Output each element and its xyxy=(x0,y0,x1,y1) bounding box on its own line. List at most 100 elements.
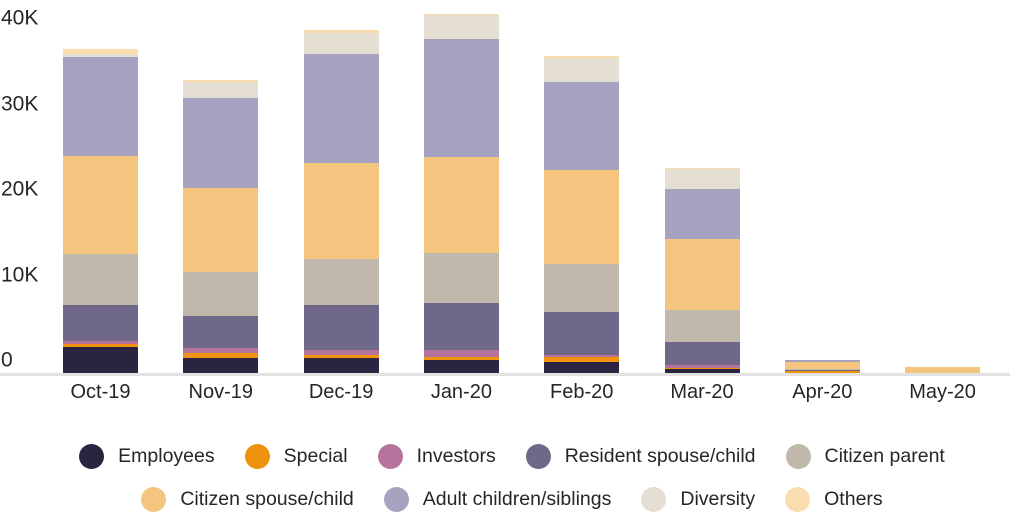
x-axis-label-Nov-19: Nov-19 xyxy=(188,381,254,403)
bar-segment-Jan-20-diversity xyxy=(423,14,499,39)
bar-segment-Mar-20-others xyxy=(664,167,740,169)
legend-swatch-icon xyxy=(785,487,811,512)
legend-swatch-icon xyxy=(79,444,105,469)
bar-segment-Oct-19-adult-children-siblings xyxy=(63,56,138,156)
bar-segment-Nov-19-citizen-spouse-child xyxy=(183,187,259,272)
legend-label: Citizen parent xyxy=(824,445,945,467)
x-axis-label-Oct-19: Oct-19 xyxy=(70,381,131,403)
bar-segment-Oct-19-citizen-parent xyxy=(63,254,138,305)
legend-row-2: Citizen spouse/child Adult children/sibli… xyxy=(0,487,1024,512)
legend-swatch-icon xyxy=(525,444,551,469)
y-tick-label-0: 0 xyxy=(1,348,13,372)
bar-segment-Dec-19-others xyxy=(303,30,379,33)
legend-swatch-icon xyxy=(141,487,167,512)
legend-label: Special xyxy=(283,445,348,467)
legend-swatch-icon xyxy=(383,487,409,512)
bar-segment-Mar-20-employees xyxy=(664,369,740,373)
bar-segment-Feb-20-diversity xyxy=(544,58,620,83)
legend-item-citizen-spouse-child: Citizen spouse/child xyxy=(141,487,354,512)
bar-segment-Apr-20-special xyxy=(784,371,860,373)
legend-label: Others xyxy=(824,488,883,510)
bar-segment-Oct-19-diversity xyxy=(63,53,138,57)
y-tick-label-20K: 20K xyxy=(1,177,39,201)
x-axis-line xyxy=(0,373,1010,376)
bar-segment-Jan-20-resident-spouse-child xyxy=(423,302,499,350)
bar-segment-Jan-20-others xyxy=(423,14,499,15)
bar-segment-Oct-19-employees xyxy=(63,347,138,373)
bar-segment-Nov-19-employees xyxy=(183,357,259,373)
bar-segment-Apr-20-citizen-spouse-child xyxy=(784,361,860,369)
legend-row-1: Employees Special Investors Resident spouse… xyxy=(0,444,1024,469)
bar-segment-Feb-20-employees xyxy=(544,361,620,373)
bar-segment-Oct-19-citizen-spouse-child xyxy=(63,155,138,255)
bar-segment-Mar-20-citizen-parent xyxy=(664,309,740,342)
bar-segment-Dec-19-citizen-parent xyxy=(303,258,379,305)
legend-item-citizen-parent: Citizen parent xyxy=(785,444,945,469)
legend-label: Resident spouse/child xyxy=(564,445,756,467)
x-axis-label-Jan-20: Jan-20 xyxy=(430,381,492,403)
legend-label: Diversity xyxy=(680,488,756,510)
bar-segment-Jan-20-special xyxy=(423,357,499,361)
bar-segment-Apr-20-citizen-parent xyxy=(784,369,860,371)
bar-segment-Feb-20-citizen-spouse-child xyxy=(544,169,620,264)
bar-Apr-20 xyxy=(784,0,860,373)
bar-segment-Dec-19-citizen-spouse-child xyxy=(303,163,379,259)
bar-segment-Dec-19-adult-children-siblings xyxy=(303,53,379,164)
legend-swatch-icon xyxy=(377,444,403,469)
x-axis-label-Apr-20: Apr-20 xyxy=(792,381,853,403)
legend-label: Citizen spouse/child xyxy=(180,488,354,510)
bar-segment-Oct-19-investors xyxy=(63,341,138,344)
bar-Feb-20 xyxy=(544,0,620,373)
y-tick-label-40K: 40K xyxy=(1,6,39,30)
bar-segment-Feb-20-special xyxy=(544,357,620,362)
x-axis-label-Feb-20: Feb-20 xyxy=(550,381,614,403)
bar-segment-Nov-19-resident-spouse-child xyxy=(183,316,259,349)
bar-segment-Jan-20-citizen-spouse-child xyxy=(423,157,499,253)
bar-segment-Dec-19-employees xyxy=(303,357,379,373)
bar-segment-Nov-19-investors xyxy=(183,348,259,354)
bar-segment-Jan-20-employees xyxy=(423,360,499,373)
legend-item-special: Special xyxy=(244,444,348,469)
bar-Nov-19 xyxy=(183,0,259,373)
bar-segment-Nov-19-diversity xyxy=(183,82,259,99)
bar-segment-Nov-19-citizen-parent xyxy=(183,271,259,317)
bar-Jan-20 xyxy=(423,0,499,373)
bar-segment-Feb-20-resident-spouse-child xyxy=(544,311,620,355)
bar-segment-Mar-20-special xyxy=(664,368,740,369)
bar-segment-Feb-20-investors xyxy=(544,354,620,358)
legend-item-investors: Investors xyxy=(377,444,496,469)
bar-segment-Feb-20-adult-children-siblings xyxy=(544,82,620,170)
bar-segment-Mar-20-resident-spouse-child xyxy=(664,341,740,365)
legend-item-resident-spouse-child: Resident spouse/child xyxy=(525,444,756,469)
bar-segment-Nov-19-special xyxy=(183,353,259,358)
x-axis-label-Dec-19: Dec-19 xyxy=(308,381,374,403)
bar-Dec-19 xyxy=(303,0,379,373)
bar-segment-Dec-19-investors xyxy=(303,349,379,355)
legend-swatch-icon xyxy=(785,444,811,469)
bar-segment-Jan-20-investors xyxy=(423,349,499,358)
x-axis-label-May-20: May-20 xyxy=(909,381,976,403)
bar-segment-Feb-20-citizen-parent xyxy=(544,263,620,312)
bar-segment-Mar-20-citizen-spouse-child xyxy=(664,238,740,310)
legend-item-employees: Employees xyxy=(79,444,215,469)
bar-segment-Dec-19-diversity xyxy=(303,32,379,54)
bar-segment-Dec-19-special xyxy=(303,354,379,358)
legend-swatch-icon xyxy=(244,444,270,469)
legend-item-adult-children-siblings: Adult children/siblings xyxy=(383,487,612,512)
bar-segment-Jan-20-citizen-parent xyxy=(423,252,499,303)
legend-label: Adult children/siblings xyxy=(422,488,612,510)
bar-segment-Oct-19-resident-spouse-child xyxy=(63,305,138,342)
y-tick-label-30K: 30K xyxy=(1,92,39,115)
bar-Mar-20 xyxy=(664,0,740,373)
legend-item-diversity: Diversity xyxy=(641,487,755,512)
bar-segment-Feb-20-others xyxy=(544,56,620,59)
bar-segment-Mar-20-adult-children-siblings xyxy=(664,188,740,239)
bar-segment-Oct-19-others xyxy=(63,49,138,54)
bar-May-20 xyxy=(905,0,981,373)
bar-segment-Dec-19-resident-spouse-child xyxy=(303,304,379,350)
bar-segment-Mar-20-investors xyxy=(664,365,740,369)
bar-segment-Apr-20-resident-spouse-child xyxy=(784,370,860,372)
bar-segment-Nov-19-others xyxy=(183,80,259,83)
bar-segment-Jan-20-adult-children-siblings xyxy=(423,38,499,158)
